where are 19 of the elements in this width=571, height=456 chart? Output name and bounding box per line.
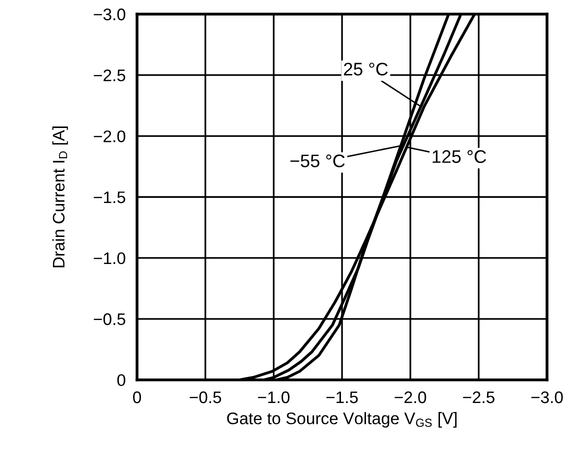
y-tick-label: −2.0 xyxy=(94,130,126,142)
annotation: 25 °C xyxy=(344,62,388,76)
x-tick-label: −1.0 xyxy=(258,391,290,404)
y-tick-label: −2.5 xyxy=(94,69,126,82)
x-tick-label: −2.0 xyxy=(394,391,426,404)
x-tick-label: −2.5 xyxy=(463,391,494,404)
y-tick-label: 0 xyxy=(117,374,126,386)
annotation: −55 °C xyxy=(290,154,345,168)
y-tick-label: −0.5 xyxy=(94,313,126,326)
x-tick-label: −0.5 xyxy=(190,391,222,404)
y-tick-label: −1.0 xyxy=(94,252,126,264)
y-tick-label: −3.0 xyxy=(94,8,126,20)
x-tick-label: 0 xyxy=(133,391,142,404)
x-axis-title: Gate to Source Voltage V$_{GS}$ [V] xyxy=(227,412,457,428)
y-tick-label: −1.5 xyxy=(94,192,126,204)
y-axis-title: Drain Current I$_{D}$ [A] xyxy=(52,126,68,268)
x-tick-label: −3.0 xyxy=(531,391,563,404)
annotation: 125 °C xyxy=(432,150,486,163)
x-tick-label: −1.5 xyxy=(326,392,358,404)
